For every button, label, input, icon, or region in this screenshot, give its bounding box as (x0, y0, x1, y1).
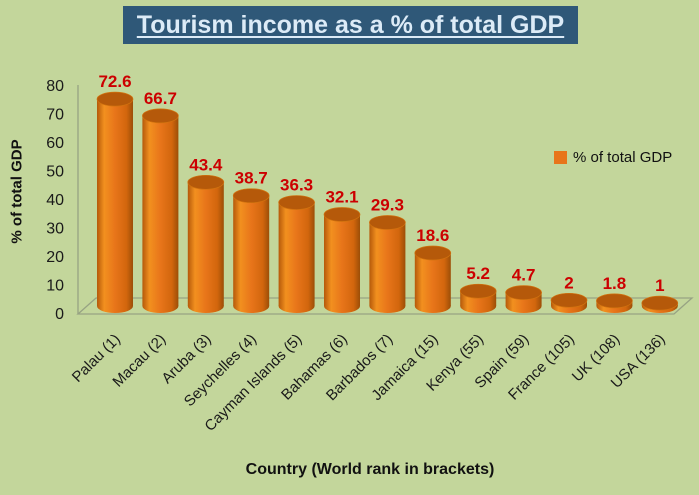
bar-body (278, 202, 315, 306)
bar-cayman-islands-5 (278, 195, 315, 313)
bar-body (233, 195, 270, 306)
bar-top (323, 207, 361, 222)
bar-body (324, 214, 360, 306)
value-label: 32.1 (325, 188, 358, 207)
value-label: 4.7 (512, 266, 536, 285)
value-label: 18.6 (416, 226, 449, 245)
y-tick-label: 50 (46, 164, 64, 181)
value-label: 1 (655, 276, 664, 295)
bar-top (96, 91, 134, 107)
x-axis-title: Country (World rank in brackets) (245, 461, 495, 478)
legend-label: % of total GDP (573, 149, 673, 166)
value-label: 29.3 (371, 195, 404, 214)
y-axis-title: % of total GDP (8, 139, 26, 244)
bar-aruba-3 (187, 174, 225, 313)
bar-top (414, 245, 452, 261)
legend-swatch-icon (554, 151, 567, 164)
bar-top (187, 174, 225, 190)
value-label: 66.7 (144, 89, 177, 108)
bar-spain-59 (505, 285, 542, 313)
bar-usa-136 (641, 295, 679, 313)
bar-palau-1 (96, 91, 134, 313)
value-label: 38.7 (235, 169, 268, 188)
value-label: 36.3 (280, 176, 313, 195)
bar-top (505, 285, 542, 300)
bar-top (596, 293, 633, 309)
y-tick-label: 30 (46, 221, 64, 238)
bar-top (232, 188, 270, 204)
bar-france-105 (550, 292, 588, 313)
bar-top (369, 215, 406, 230)
bar-body (369, 222, 406, 306)
y-tick-label: 60 (46, 135, 64, 152)
bar-top (459, 283, 497, 299)
y-tick-label: 0 (55, 306, 64, 323)
bar-top (641, 295, 679, 311)
bar-body (97, 99, 133, 306)
bar-barbados-7 (369, 215, 406, 313)
bar-top (278, 195, 315, 210)
y-tick-label: 70 (46, 107, 64, 124)
bar-top (550, 292, 588, 308)
value-label: 1.8 (603, 274, 627, 293)
bar-kenya-55 (459, 283, 497, 313)
y-tick-label: 20 (46, 249, 64, 266)
value-label: 72.6 (98, 72, 131, 91)
chart-title: Tourism income as a % of total GDP (136, 10, 565, 39)
bar-uk-108 (596, 293, 633, 313)
bar-bahamas-6 (323, 207, 361, 313)
value-label: 5.2 (466, 264, 490, 283)
bar-macau-2 (142, 108, 179, 313)
value-label: 43.4 (189, 155, 223, 174)
legend: % of total GDP (554, 149, 672, 166)
y-tick-label: 80 (46, 78, 64, 95)
value-label: 2 (564, 273, 573, 292)
bar-body (414, 252, 451, 306)
chart-title-box: Tourism income as a % of total GDP (123, 6, 578, 44)
y-tick-label: 40 (46, 192, 64, 209)
plot-floor (76, 297, 694, 315)
bar-jamaica-15 (414, 245, 452, 313)
y-tick-label: 10 (46, 278, 64, 295)
bar-top (142, 108, 179, 124)
bar-body (187, 182, 224, 306)
bar-body (142, 115, 179, 306)
bar-seychelles-4 (232, 188, 270, 313)
